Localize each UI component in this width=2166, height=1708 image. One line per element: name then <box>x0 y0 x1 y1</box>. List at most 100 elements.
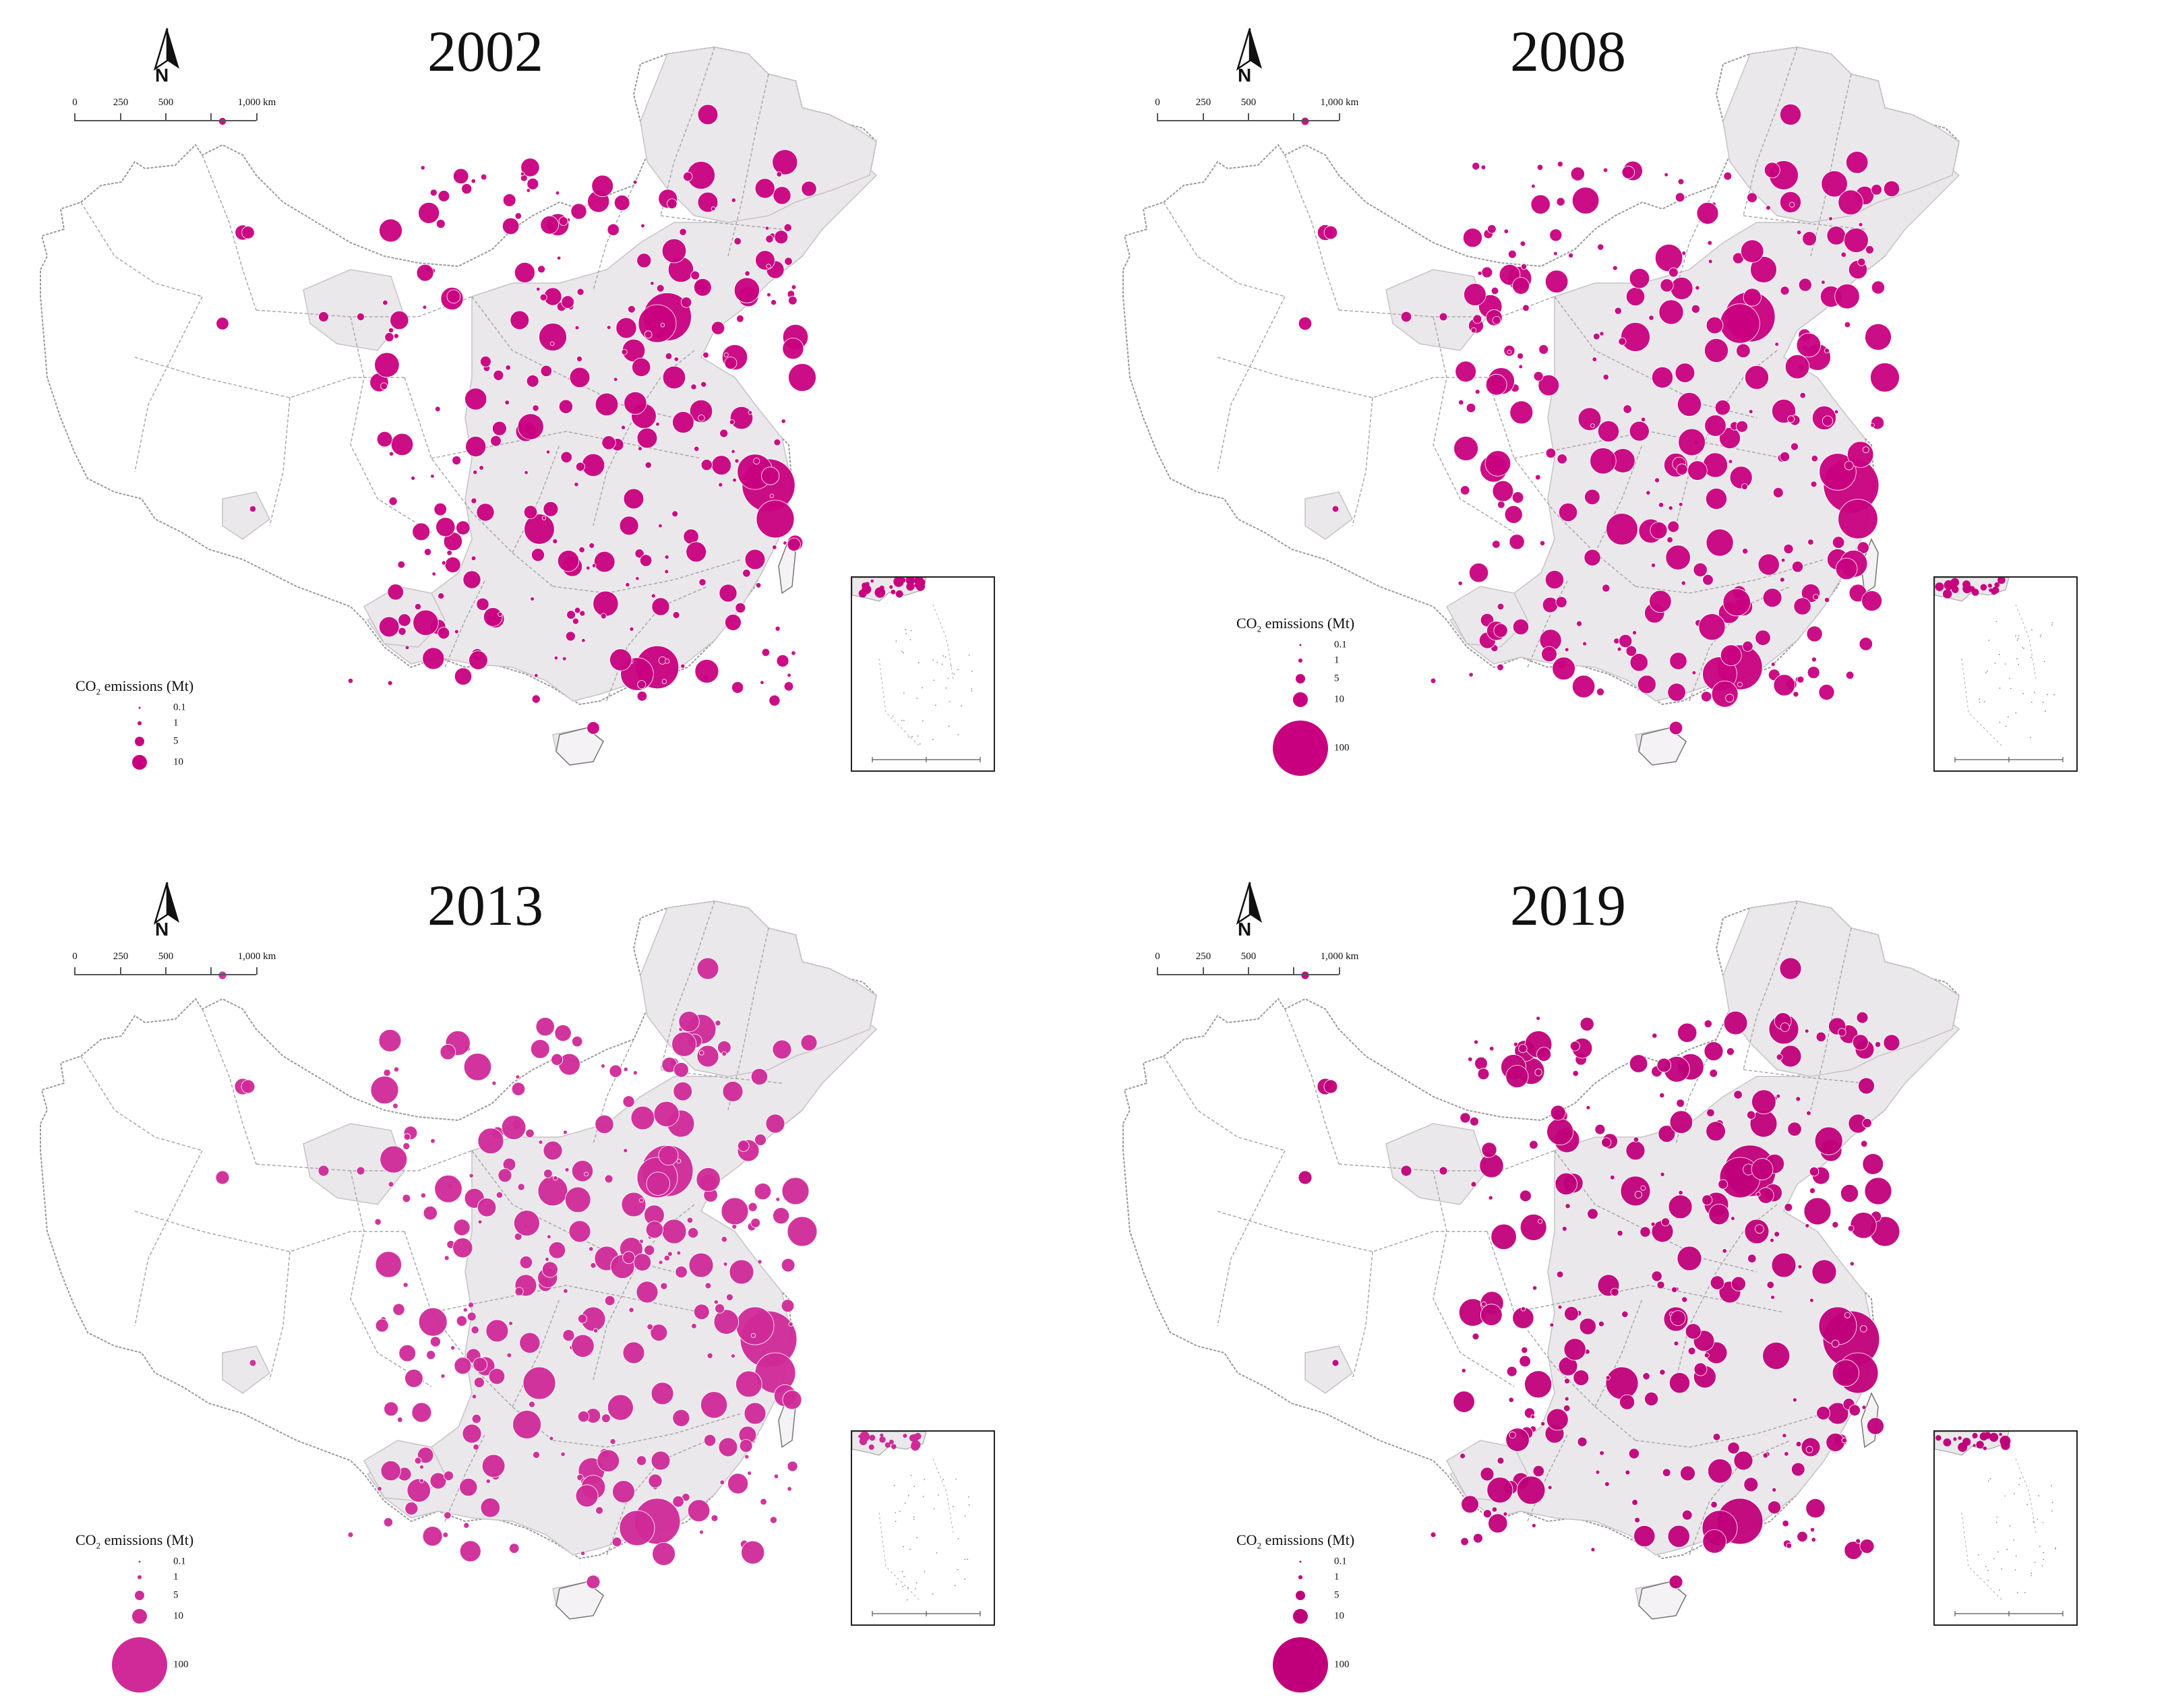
emission-bubble <box>1668 267 1679 278</box>
emission-bubble <box>782 338 804 360</box>
emission-bubble <box>1461 1368 1466 1374</box>
emission-bubble <box>414 1457 422 1465</box>
emission-bubble <box>402 1194 411 1203</box>
emission-bubble <box>683 171 693 182</box>
north-arrow-icon <box>1236 882 1262 925</box>
legend-bubble <box>1273 721 1328 776</box>
emission-bubble <box>1652 1033 1658 1039</box>
emission-bubble <box>1468 1056 1473 1062</box>
emission-bubble <box>1806 1110 1811 1116</box>
map-panel-2002: 2002 N 0 250 500 1,000 km CO2 emissions (Mt) 0.… <box>0 0 1083 854</box>
emission-bubble <box>1792 1397 1797 1403</box>
emission-bubble <box>664 554 669 559</box>
legend-bubble <box>138 1560 141 1563</box>
scale-label: 0 <box>72 951 78 962</box>
shaded-region <box>222 1345 270 1394</box>
emission-bubble <box>755 582 762 588</box>
scale-tick <box>1293 113 1294 121</box>
emission-bubble <box>1834 409 1839 415</box>
legend-bubble <box>1273 1637 1328 1692</box>
emission-bubble <box>1654 244 1683 272</box>
shaded-region <box>222 491 270 540</box>
emission-bubble <box>537 1176 568 1207</box>
emission-bubble <box>1779 577 1785 582</box>
emission-bubble <box>1864 1177 1892 1205</box>
emission-bubble <box>1503 228 1509 234</box>
inset-bubble <box>1953 1437 1957 1441</box>
emission-bubble <box>635 576 640 581</box>
emission-bubble <box>1656 1281 1665 1289</box>
province-border <box>1163 1056 1286 1151</box>
emission-bubble <box>1751 1158 1774 1180</box>
emission-bubble <box>672 1496 684 1508</box>
emission-bubble <box>1300 117 1310 126</box>
emission-bubble <box>729 1259 754 1285</box>
emission-bubble <box>1828 216 1833 221</box>
emission-bubble <box>735 1306 775 1345</box>
legend-bubble <box>138 1575 142 1579</box>
emission-bubble <box>572 1035 583 1047</box>
scale-line <box>1157 120 1339 121</box>
emission-bubble <box>581 638 586 643</box>
emission-bubble <box>1612 265 1618 271</box>
emission-bubble <box>1631 1499 1638 1506</box>
emission-bubble <box>1497 500 1505 509</box>
emission-bubble <box>1848 1404 1861 1417</box>
emission-bubble <box>1668 1194 1693 1219</box>
emission-bubble <box>473 1377 485 1389</box>
emission-bubble <box>601 435 616 450</box>
emission-bubble <box>1553 251 1558 256</box>
emission-bubble <box>744 1402 766 1425</box>
emission-bubble <box>553 656 559 661</box>
emission-bubble <box>1806 626 1823 642</box>
emission-bubble <box>485 1319 509 1343</box>
emission-bubble <box>1871 184 1882 195</box>
emission-bubble <box>623 488 644 510</box>
emission-bubble <box>1755 1224 1764 1234</box>
emission-bubble <box>566 610 576 619</box>
emission-bubble <box>383 1517 394 1527</box>
emission-bubble <box>1587 1208 1598 1220</box>
emission-bubble <box>1522 304 1530 312</box>
emission-bubble <box>773 438 781 446</box>
emission-bubble <box>430 474 435 479</box>
emission-bubble <box>1512 618 1530 636</box>
emission-bubble <box>1706 1121 1726 1142</box>
emission-bubble <box>1468 672 1474 677</box>
inset-bubble <box>870 579 874 583</box>
emission-bubble <box>1621 322 1650 352</box>
emission-bubble <box>1542 597 1559 613</box>
emission-bubble <box>1534 1068 1542 1076</box>
emission-bubble <box>411 1402 432 1423</box>
emission-bubble <box>419 1478 424 1484</box>
scale-label: 500 <box>1240 951 1257 962</box>
emission-bubble <box>1772 487 1784 498</box>
emission-bubble <box>1491 1223 1517 1250</box>
emission-bubble <box>696 1045 719 1068</box>
emission-bubble <box>775 1196 781 1202</box>
emission-bubble <box>601 1064 605 1068</box>
emission-bubble <box>548 1241 566 1259</box>
emission-bubble <box>1755 630 1771 646</box>
emission-bubble <box>1710 1275 1725 1290</box>
emission-bubble <box>1521 1346 1528 1354</box>
inset-bubble <box>868 1444 874 1450</box>
emission-bubble <box>553 1176 558 1181</box>
emission-bubble <box>545 1256 549 1262</box>
emission-bubble <box>769 694 781 706</box>
emission-bubble <box>1644 1392 1659 1407</box>
emission-bubble <box>1620 1176 1651 1207</box>
emission-bubble <box>1520 1214 1547 1241</box>
emission-bubble <box>1517 353 1524 360</box>
emission-bubble <box>1632 630 1637 636</box>
emission-bubble <box>1844 321 1851 328</box>
emission-bubble <box>1549 1322 1555 1328</box>
emission-bubble <box>392 1303 405 1316</box>
emission-bubble <box>1629 1054 1648 1073</box>
emission-bubble <box>1613 638 1620 644</box>
emission-bubble <box>609 648 632 671</box>
emission-bubble <box>1860 1325 1867 1333</box>
emission-bubble <box>1472 162 1480 171</box>
emission-bubble <box>538 1140 543 1145</box>
emission-bubble <box>628 1307 634 1313</box>
